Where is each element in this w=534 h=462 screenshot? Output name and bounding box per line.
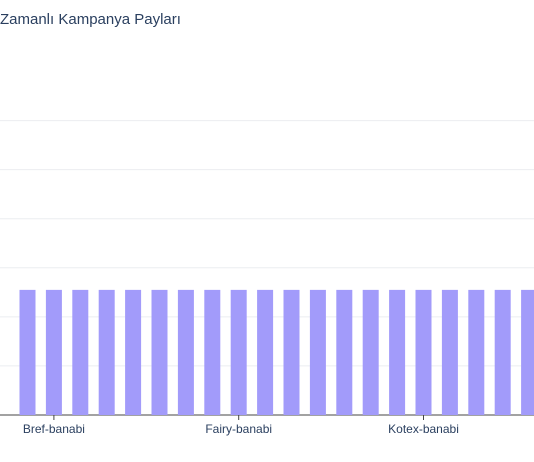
bar xyxy=(336,289,353,415)
bar xyxy=(72,289,89,415)
bar xyxy=(415,289,432,415)
bar xyxy=(521,289,534,415)
bar xyxy=(204,289,221,415)
bar xyxy=(494,289,511,415)
bar xyxy=(468,289,485,415)
chart-title: Zamanlı Kampanya Payları xyxy=(0,11,181,28)
bar xyxy=(230,289,247,415)
bar xyxy=(177,289,194,415)
x-tick-label: Fairy-banabi xyxy=(205,422,272,436)
bar xyxy=(283,289,300,415)
bar xyxy=(98,289,115,415)
x-tick-label: Kotex-banabi xyxy=(388,422,459,436)
bar xyxy=(19,289,36,415)
x-tick-label: Bref-banabi xyxy=(23,422,85,436)
bar xyxy=(151,289,168,415)
bar xyxy=(45,289,62,415)
bar xyxy=(309,289,326,415)
bar xyxy=(257,289,274,415)
bar xyxy=(389,289,406,415)
bar xyxy=(125,289,142,415)
bar xyxy=(441,289,458,415)
bar xyxy=(362,289,379,415)
